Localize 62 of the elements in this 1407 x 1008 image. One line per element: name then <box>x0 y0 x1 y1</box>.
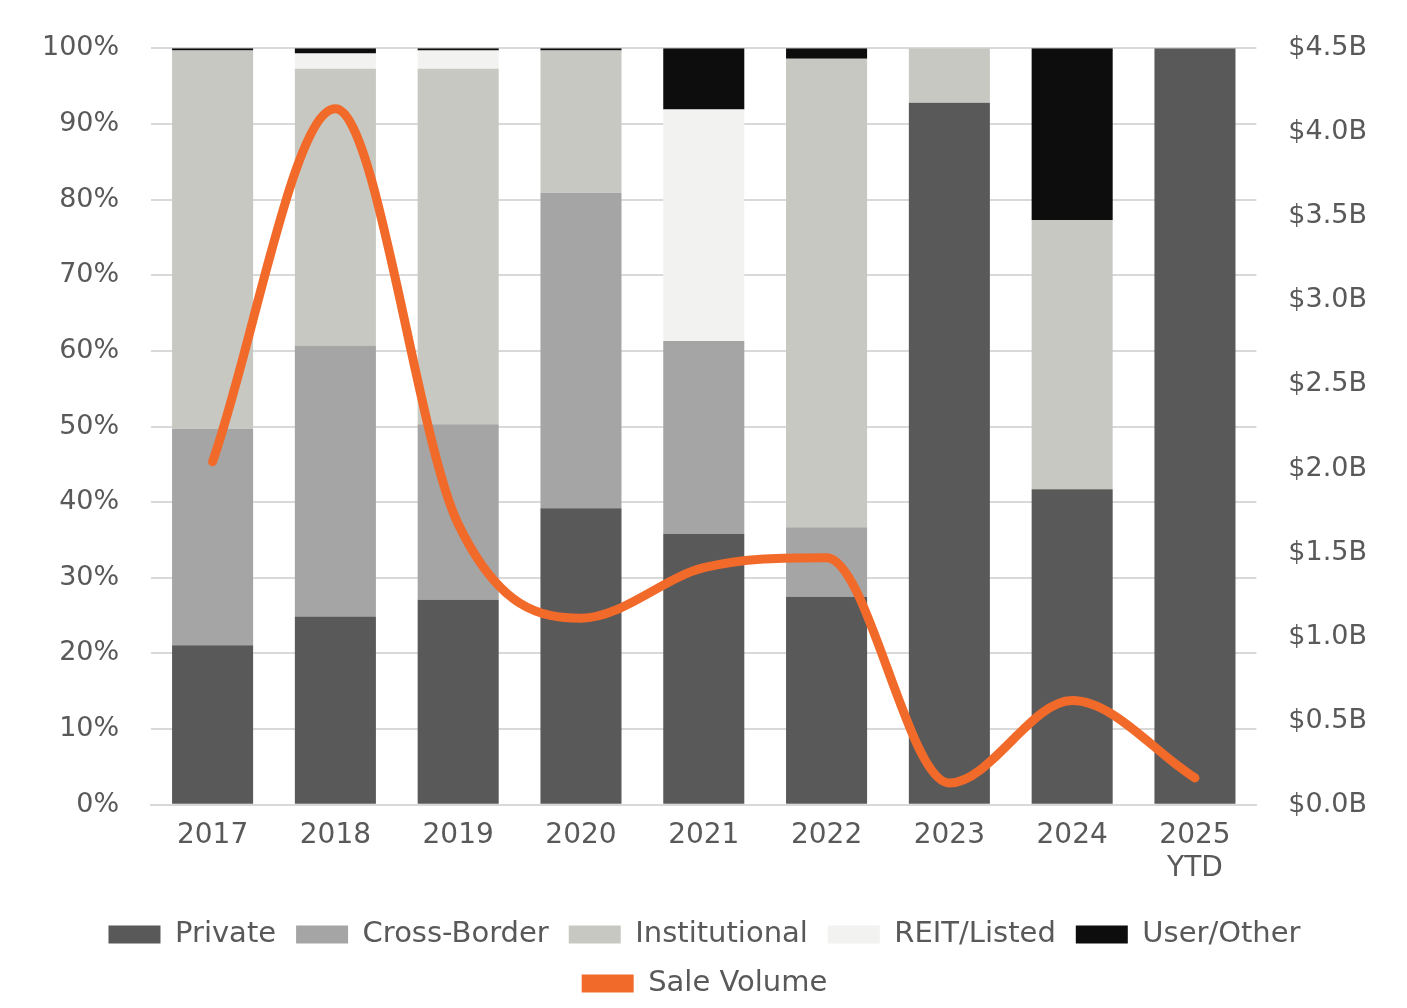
legend-label: REIT/Listed <box>894 915 1056 950</box>
x-tick-label: 2025 YTD <box>1159 816 1231 884</box>
x-tick-label: 2024 <box>1036 816 1108 850</box>
y-tick-label: 20% <box>59 635 120 667</box>
bar <box>663 341 745 534</box>
legend-label: Institutional <box>635 915 808 950</box>
bar <box>172 428 254 646</box>
y-tick-label: 0% <box>76 786 120 818</box>
bar <box>1031 48 1113 220</box>
y2-tick-label: $3.5B <box>1288 198 1367 230</box>
y-tick-label: 100% <box>41 30 120 62</box>
bar <box>786 48 868 59</box>
x-tick-label: 2021 <box>668 816 740 850</box>
bar <box>540 192 622 509</box>
y2-tick-label: $0.0B <box>1288 786 1367 818</box>
legend-label: Sale Volume <box>648 964 828 999</box>
y-tick-label: 40% <box>59 484 120 516</box>
legend-label: Cross-Border <box>362 915 549 950</box>
y-tick-label: 10% <box>59 711 120 743</box>
bar <box>663 533 745 804</box>
legend-label: User/Other <box>1142 915 1301 950</box>
x-tick-label: 2020 <box>545 816 617 850</box>
y2-tick-label: $1.5B <box>1288 534 1367 566</box>
x-tick-label: 2022 <box>790 816 863 850</box>
y-tick-label: 30% <box>59 559 120 591</box>
x-tick-label: 2017 <box>176 816 249 850</box>
x-tick-label: 2023 <box>913 816 985 850</box>
y2-tick-label: $0.5B <box>1288 702 1367 734</box>
y2-tick-label: $2.0B <box>1288 450 1367 482</box>
bar <box>908 102 990 804</box>
bar <box>172 645 254 804</box>
bar <box>540 508 622 804</box>
y2-tick-label: $2.5B <box>1288 366 1367 398</box>
y-tick-label: 60% <box>59 332 120 364</box>
y-tick-label: 80% <box>59 181 120 213</box>
x-tick-label: 2019 <box>422 816 494 850</box>
bar <box>1154 48 1236 804</box>
bar <box>1031 219 1113 490</box>
y2-tick-label: $3.0B <box>1288 282 1367 314</box>
bar <box>540 50 622 193</box>
bar <box>172 50 254 429</box>
bar <box>417 50 499 69</box>
x-tick-label: 2018 <box>299 816 372 850</box>
bar <box>417 68 499 425</box>
bar <box>663 48 745 110</box>
bar <box>294 345 376 617</box>
y2-tick-label: $4.0B <box>1288 114 1367 146</box>
bar <box>417 599 499 804</box>
legend-label: Private <box>174 915 277 950</box>
y-tick-label: 50% <box>59 408 120 440</box>
y-tick-label: 90% <box>59 105 120 137</box>
bar <box>294 53 376 69</box>
y-tick-label: 70% <box>59 257 120 289</box>
bar <box>786 596 868 804</box>
bar <box>1031 489 1113 804</box>
y2-tick-label: $1.0B <box>1288 618 1367 650</box>
bar <box>786 58 868 528</box>
bar <box>908 48 990 103</box>
y2-tick-label: $4.5B <box>1288 30 1367 62</box>
bar <box>663 109 745 341</box>
bar <box>294 616 376 804</box>
bar <box>294 68 376 346</box>
